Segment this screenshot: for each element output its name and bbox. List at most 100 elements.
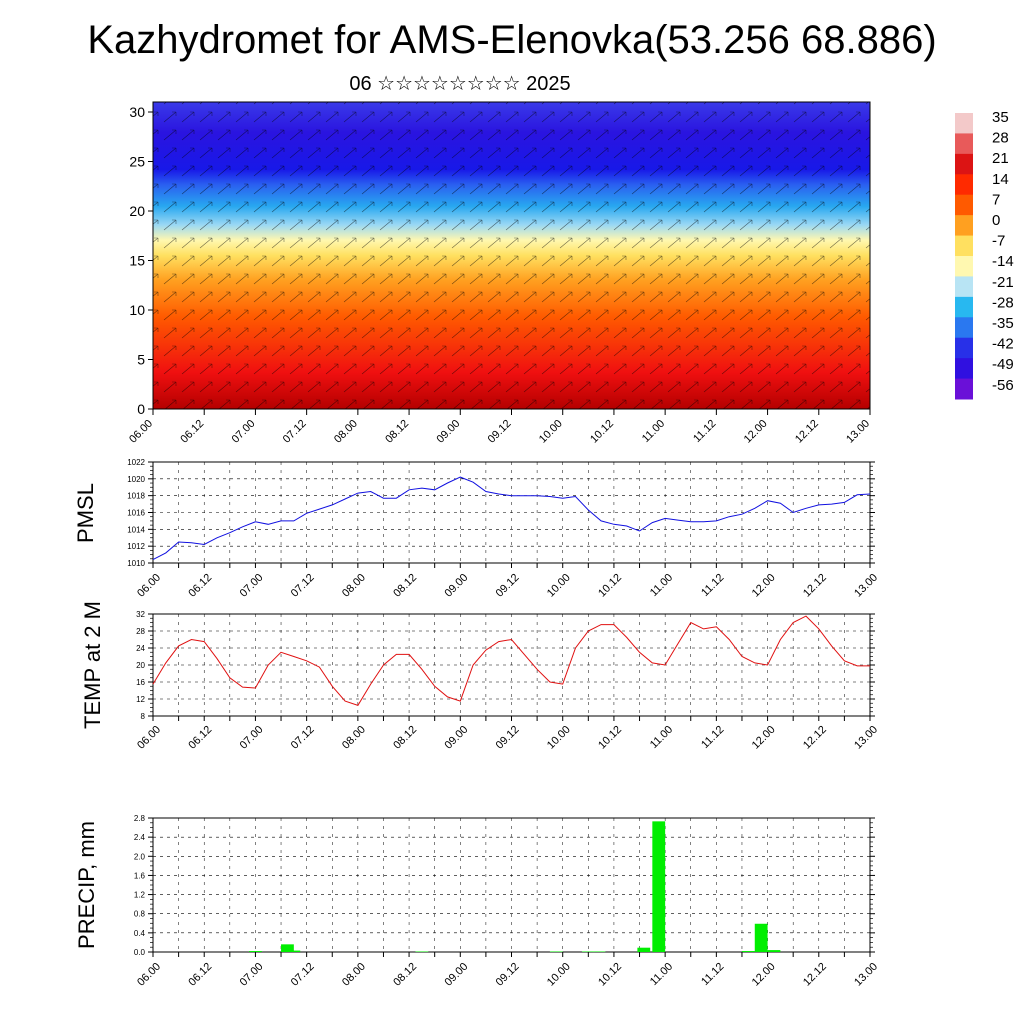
temp-panel: 8 12 16 20 24 28 32 06.00 06.12 07.00 07.12 08.00 08… (80, 601, 880, 752)
colorbar-swatch (955, 296, 973, 318)
colorbar-swatch (955, 194, 973, 216)
y-tick-label: 25 (129, 154, 145, 170)
pmsl-y-tick-label: 1010 (127, 559, 145, 568)
colorbar-label: -56 (992, 377, 1014, 394)
precip-x-tick-label: 08.00 (340, 961, 368, 989)
precip-y-tick-label: 2.4 (134, 833, 146, 842)
pmsl-x-tick-label: 11.12 (699, 572, 726, 599)
wind-arrows (153, 102, 870, 409)
precip-x-tick-label: 09.12 (494, 961, 522, 989)
precip-bar (652, 821, 666, 952)
colorbar-swatch (955, 153, 973, 175)
colorbar-swatch (955, 215, 973, 237)
precip-x-tick-label: 07.00 (238, 961, 266, 989)
temp-x-tick-label: 06.12 (186, 724, 214, 752)
precip-y-tick-label: 2.0 (134, 852, 146, 861)
cross-section-tick-label: 09.12 (486, 418, 514, 446)
temp-x-tick-label: 09.12 (494, 724, 522, 752)
colorbar-label: 28 (992, 130, 1009, 147)
temp-x-tick-label: 11.00 (648, 724, 675, 751)
cross-section-tick-label: 07.00 (230, 418, 258, 446)
precip-x-tick-label: 07.12 (289, 961, 317, 989)
colorbar-label: -28 (992, 294, 1014, 311)
temp-y-tick-label: 8 (141, 712, 146, 721)
colorbar-label: -35 (992, 315, 1014, 332)
precip-bar (415, 951, 429, 953)
temp-x-tick-label: 08.12 (391, 724, 419, 752)
pmsl-x-tick-label: 10.12 (596, 572, 624, 600)
pmsl-y-tick-label: 1018 (127, 492, 145, 501)
y-tick-label: 30 (129, 104, 145, 120)
colorbar-swatch (955, 358, 973, 380)
y-tick-label: 5 (137, 352, 145, 368)
colorbar-label: -21 (992, 274, 1014, 291)
precip-bar (754, 923, 768, 952)
temp-y-tick-label: 32 (136, 610, 145, 619)
precip-x-tick-label: 12.12 (801, 961, 829, 989)
temp-x-tick-label: 12.12 (801, 724, 829, 752)
temp-x-tick-label: 07.12 (289, 724, 317, 752)
colorbar-label: -7 (992, 233, 1005, 250)
precip-x-tick-label: 13.00 (852, 961, 880, 989)
pmsl-x-tick-label: 12.00 (750, 572, 778, 600)
cross-section-tick-label: 06.12 (178, 418, 206, 446)
cross-section-panel: 0 5 10 15 20 25 30 06.00 06.12 07.00 07.12 08.00 08.… (127, 101, 872, 446)
colorbar-swatch (955, 378, 973, 400)
y-tick-label: 0 (137, 401, 145, 417)
chart-title: Kazhydromet for AMS-Elenovka(53.256 68.8… (87, 18, 937, 62)
precip-bar (741, 951, 755, 952)
precip-panel: 0.0 0.4 0.8 1.2 1.6 2.0 2.4 2.8 06.00 06.12 07.00 0… (74, 814, 880, 989)
colorbar-label: 21 (992, 150, 1009, 167)
precip-bar (549, 951, 563, 953)
precip-y-tick-label: 1.2 (134, 891, 146, 900)
cross-section-tick-label: 06.00 (127, 418, 155, 446)
colorbar-label: -14 (992, 253, 1014, 270)
pmsl-y-axis-label: PMSL (73, 483, 98, 543)
pmsl-x-tick-label: 13.00 (852, 572, 880, 600)
precip-x-tick-label: 09.00 (442, 961, 470, 989)
precip-y-tick-label: 0.8 (134, 910, 146, 919)
precip-y-tick-label: 0.0 (134, 948, 146, 957)
temp-x-tick-label: 08.00 (340, 724, 368, 752)
colorbar-swatch (955, 235, 973, 257)
precip-x-tick-label: 11.12 (699, 961, 726, 988)
pmsl-x-tick-label: 07.12 (289, 572, 317, 600)
cross-section-tick-label: 11.12 (691, 418, 718, 445)
pmsl-y-tick-label: 1014 (127, 525, 145, 534)
y-tick-label: 10 (129, 302, 145, 318)
precip-bar (592, 951, 606, 953)
precip-y-tick-label: 0.4 (134, 929, 146, 938)
pmsl-y-tick-label: 1020 (127, 475, 145, 484)
y-tick-label: 20 (129, 203, 145, 219)
colorbar-label: -42 (992, 336, 1014, 353)
colorbar-swatch (955, 317, 973, 339)
pmsl-y-tick-label: 1012 (127, 542, 145, 551)
temp-y-tick-label: 16 (136, 678, 145, 687)
colorbar-swatch (955, 133, 973, 155)
precip-x-tick-label: 10.00 (545, 961, 573, 989)
precip-bar (249, 951, 262, 952)
colorbar-swatch (955, 256, 973, 277)
precip-x-tick-label: 12.00 (750, 961, 778, 989)
pmsl-x-tick-label: 09.12 (494, 572, 522, 600)
cross-section-tick-label: 10.12 (588, 418, 616, 446)
temp-x-tick-label: 10.12 (596, 724, 624, 752)
colorbar-label: 35 (992, 109, 1009, 126)
temp-x-tick-label: 12.00 (750, 724, 778, 752)
temp-x-tick-label: 07.00 (238, 724, 266, 752)
colorbar-label: 14 (992, 171, 1009, 188)
precip-x-tick-label: 06.00 (135, 961, 163, 989)
cross-section-tick-label: 09.00 (434, 418, 462, 446)
temp-y-axis-label: TEMP at 2 M (80, 601, 105, 729)
pmsl-x-tick-label: 09.00 (442, 572, 470, 600)
temp-x-tick-label: 06.00 (135, 724, 163, 752)
pmsl-x-tick-label: 11.00 (648, 572, 675, 599)
pmsl-x-tick-label: 06.00 (135, 572, 163, 600)
precip-x-tick-label: 06.12 (186, 961, 214, 989)
pmsl-y-tick-label: 1022 (127, 458, 145, 467)
pmsl-y-tick-label: 1016 (127, 509, 145, 518)
precip-y-tick-label: 2.8 (134, 814, 146, 823)
precip-x-tick-label: 10.12 (596, 961, 624, 989)
precip-bar (767, 950, 781, 952)
